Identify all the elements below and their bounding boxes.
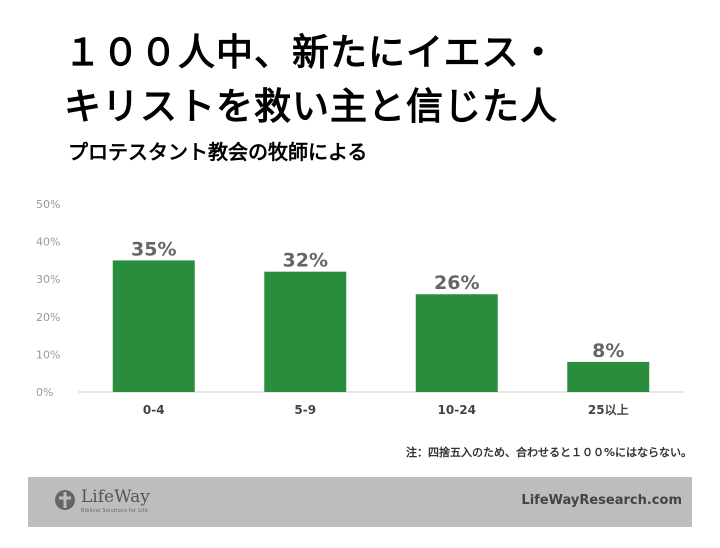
x-tick-label: 25以上: [588, 402, 629, 417]
y-tick-label: 20%: [36, 311, 60, 324]
logo-tagline: Biblical Solutions for Life: [81, 508, 149, 514]
site-link[interactable]: LifeWayResearch.com: [521, 493, 682, 508]
data-label: 35%: [131, 238, 176, 260]
y-tick-label: 50%: [36, 198, 60, 211]
x-tick-label: 10-24: [438, 403, 476, 417]
data-label: 32%: [283, 250, 328, 272]
bar: [264, 271, 347, 392]
bar-chart: 0% 10% 20% 30% 40% 50% 35% 0-4 32% 5-9 26% 10-24 8% 2…: [36, 198, 684, 417]
data-label: 26%: [434, 272, 479, 294]
y-tick-label: 30%: [36, 273, 60, 286]
bar: [112, 260, 195, 392]
bar: [415, 294, 498, 392]
logo-name: LifeWay: [81, 487, 150, 507]
footnote: 注：四捨五入のため、合わせると１００%にはならない。: [405, 446, 692, 459]
chart-title: １００人中、新たにイエス・ キリストを救い主と信じた人: [64, 31, 558, 128]
bar: [567, 361, 650, 392]
y-tick-label: 10%: [36, 348, 60, 361]
x-tick-label: 0-4: [143, 403, 165, 417]
chart-subtitle: プロテスタント教会の牧師による: [68, 140, 368, 164]
logo-mark-icon: [55, 490, 75, 510]
data-label: 8%: [592, 340, 624, 362]
lifeway-logo[interactable]: LifeWay Biblical Solutions for Life: [54, 489, 150, 514]
footer-bar: LifeWay Biblical Solutions for Life Life…: [28, 477, 692, 527]
y-tick-label: 40%: [36, 236, 60, 249]
y-tick-label: 0%: [36, 386, 53, 399]
x-tick-label: 5-9: [294, 403, 316, 417]
